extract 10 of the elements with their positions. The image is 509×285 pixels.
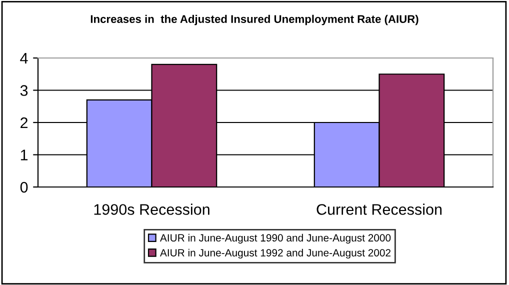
y-tick-label: 0 [20,182,28,193]
x-tick-label: Current Recession [316,204,442,215]
y-tick-label: 4 [20,53,28,64]
legend-label: AIUR in June-August 1990 and June-August 2000 [160,234,391,244]
chart-title: Increases in the Adjusted Insured Unemployment Rate (AIUR) [90,14,418,26]
y-tick-label: 3 [20,85,28,96]
y-tick-label: 1 [20,150,28,160]
y-tick-label: 2 [20,117,28,128]
legend-label: AIUR in June-August 1992 and June-August 2002 [160,248,391,259]
x-tick-label: 1990s Recession [94,204,210,215]
